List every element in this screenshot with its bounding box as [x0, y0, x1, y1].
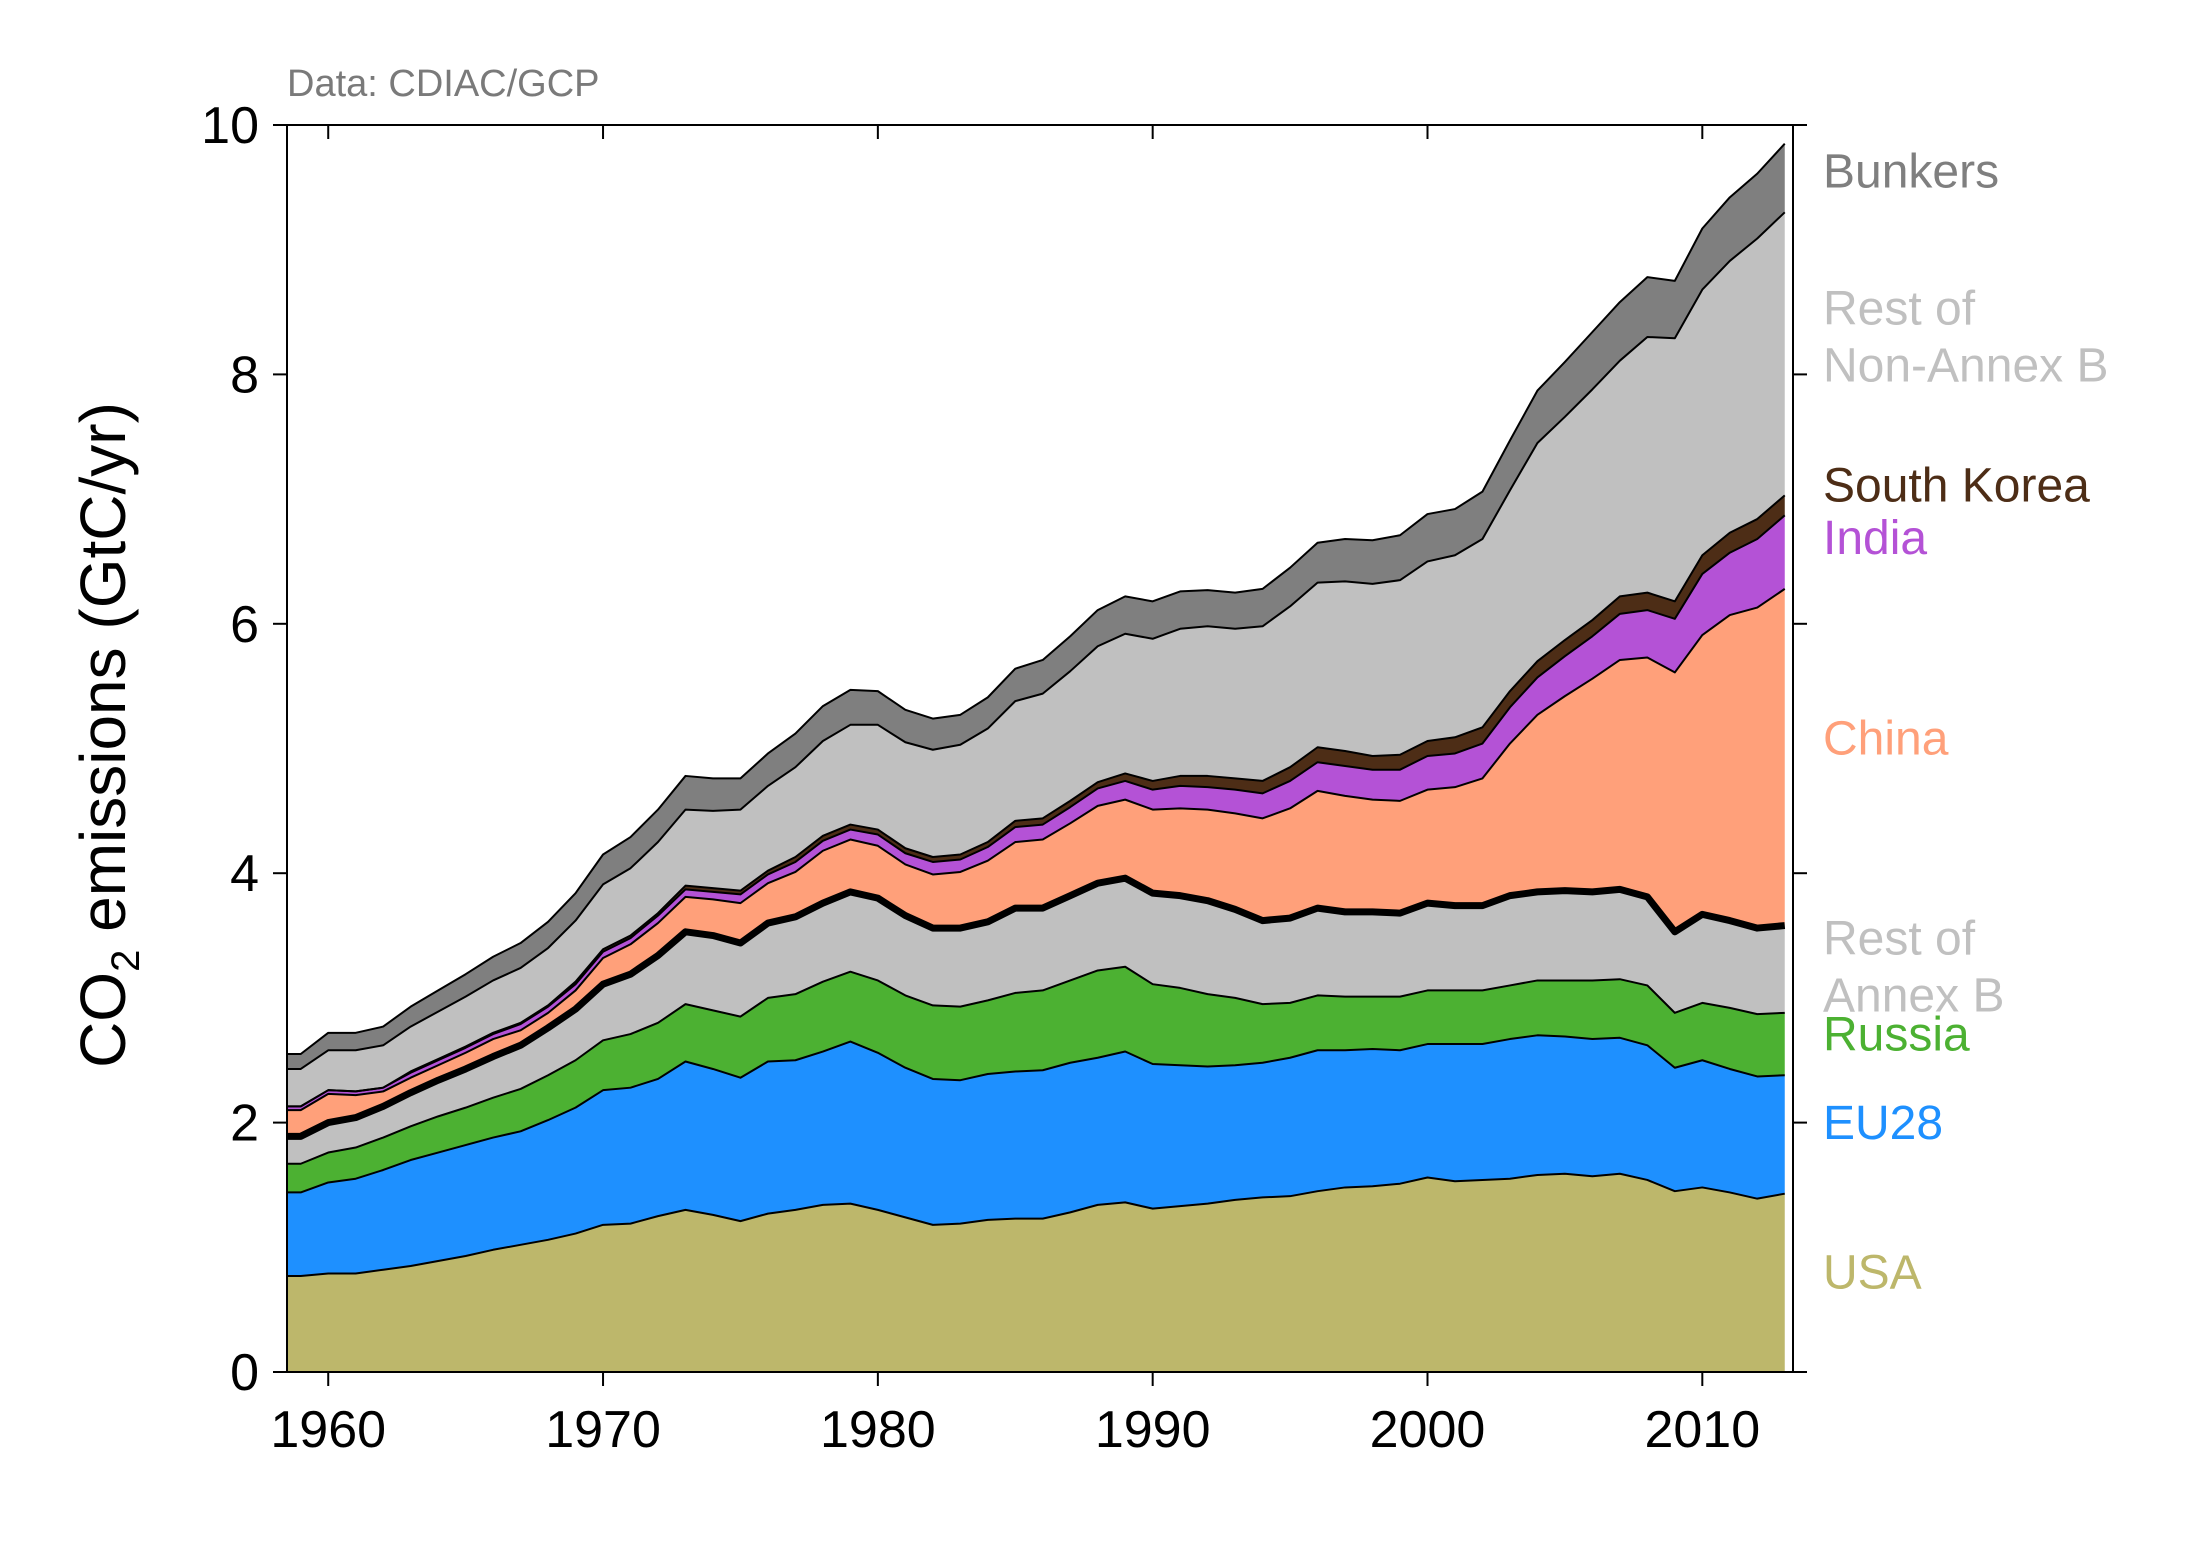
- y-tick-label: 2: [230, 1095, 259, 1153]
- series-label-rest-of-annex-b: Rest of Annex B: [1823, 912, 2004, 1022]
- area-rest-of-non-annex-b: [287, 212, 1785, 1107]
- x-tick-label: 1990: [1095, 1401, 1211, 1459]
- series-label-line: Non-Annex B: [1823, 340, 2109, 393]
- series-label-line: Annex B: [1823, 969, 2004, 1022]
- boundary-south-korea: [287, 494, 1786, 1108]
- boundary-india: [287, 514, 1786, 1108]
- series-label-line: USA: [1823, 1246, 1922, 1299]
- boundary-china: [287, 588, 1786, 1112]
- series-label-line: India: [1823, 512, 1927, 565]
- area-eu28: [287, 1035, 1785, 1276]
- boundary-eu28: [287, 1034, 1785, 1194]
- boundary-rest-of-annex-b: [287, 874, 1786, 1140]
- boundary-russia: [287, 965, 1785, 1165]
- y-axis-label-main: CO: [67, 972, 139, 1068]
- y-tick-label: 6: [230, 596, 259, 654]
- series-label-line: Rest of: [1823, 912, 1976, 965]
- plot-frame: [286, 124, 1794, 1373]
- y-tick-label: 0: [230, 1344, 259, 1402]
- series-label-usa: USA: [1823, 1246, 1922, 1299]
- series-label-line: China: [1823, 713, 1949, 766]
- boundary-rest-of-non-annex-b: [287, 211, 1786, 1070]
- area-russia: [287, 966, 1785, 1193]
- y-tick-label: 10: [201, 97, 259, 155]
- boundary-usa: [287, 1172, 1785, 1277]
- series-label-line: Bunkers: [1823, 145, 1999, 198]
- x-tick-label: 1970: [545, 1401, 661, 1459]
- series-label-china: China: [1823, 713, 1949, 766]
- series-label-bunkers: Bunkers: [1823, 145, 1999, 198]
- x-tick-label: 1980: [820, 1401, 936, 1459]
- y-axis-label-rest: emissions (GtC/yr): [67, 402, 139, 950]
- area-boundaries: [287, 143, 1786, 1277]
- boundary-bunkers: [287, 143, 1786, 1056]
- x-tick-label: 2010: [1644, 1401, 1760, 1459]
- y-tick-label: 8: [230, 346, 259, 404]
- series-label-line: Russia: [1823, 1008, 1970, 1061]
- source-label: Data: CDIAC/GCP: [287, 63, 600, 105]
- y-axis-label-subscript: 2: [104, 950, 148, 972]
- x-tick-label: 2000: [1370, 1401, 1486, 1459]
- area-rest-of-annex-b: [287, 878, 1785, 1164]
- series-label-line: South Korea: [1823, 460, 2090, 513]
- x-tick-label: 1960: [270, 1401, 386, 1459]
- series-label-line: Rest of: [1823, 283, 1976, 336]
- series-label-rest-of-non-annex-b: Rest of Non-Annex B: [1823, 283, 2109, 393]
- stacked-areas: [287, 143, 1785, 1372]
- series-label-south-korea: South Korea: [1823, 460, 2090, 513]
- axes: 1960 1970 1980 1990 2000 2010 0 2 4 6 8 10: [201, 97, 1807, 1459]
- y-tick-label: 4: [230, 845, 259, 903]
- series-label-russia: Russia: [1823, 1008, 1970, 1061]
- y-axis-label: CO2 emissions (GtC/yr): [67, 402, 148, 1068]
- series-label-india: India: [1823, 512, 1927, 565]
- area-china: [287, 588, 1785, 1137]
- series-label-eu28: EU28: [1823, 1097, 1943, 1150]
- area-usa: [287, 1173, 1785, 1372]
- series-label-line: EU28: [1823, 1097, 1943, 1150]
